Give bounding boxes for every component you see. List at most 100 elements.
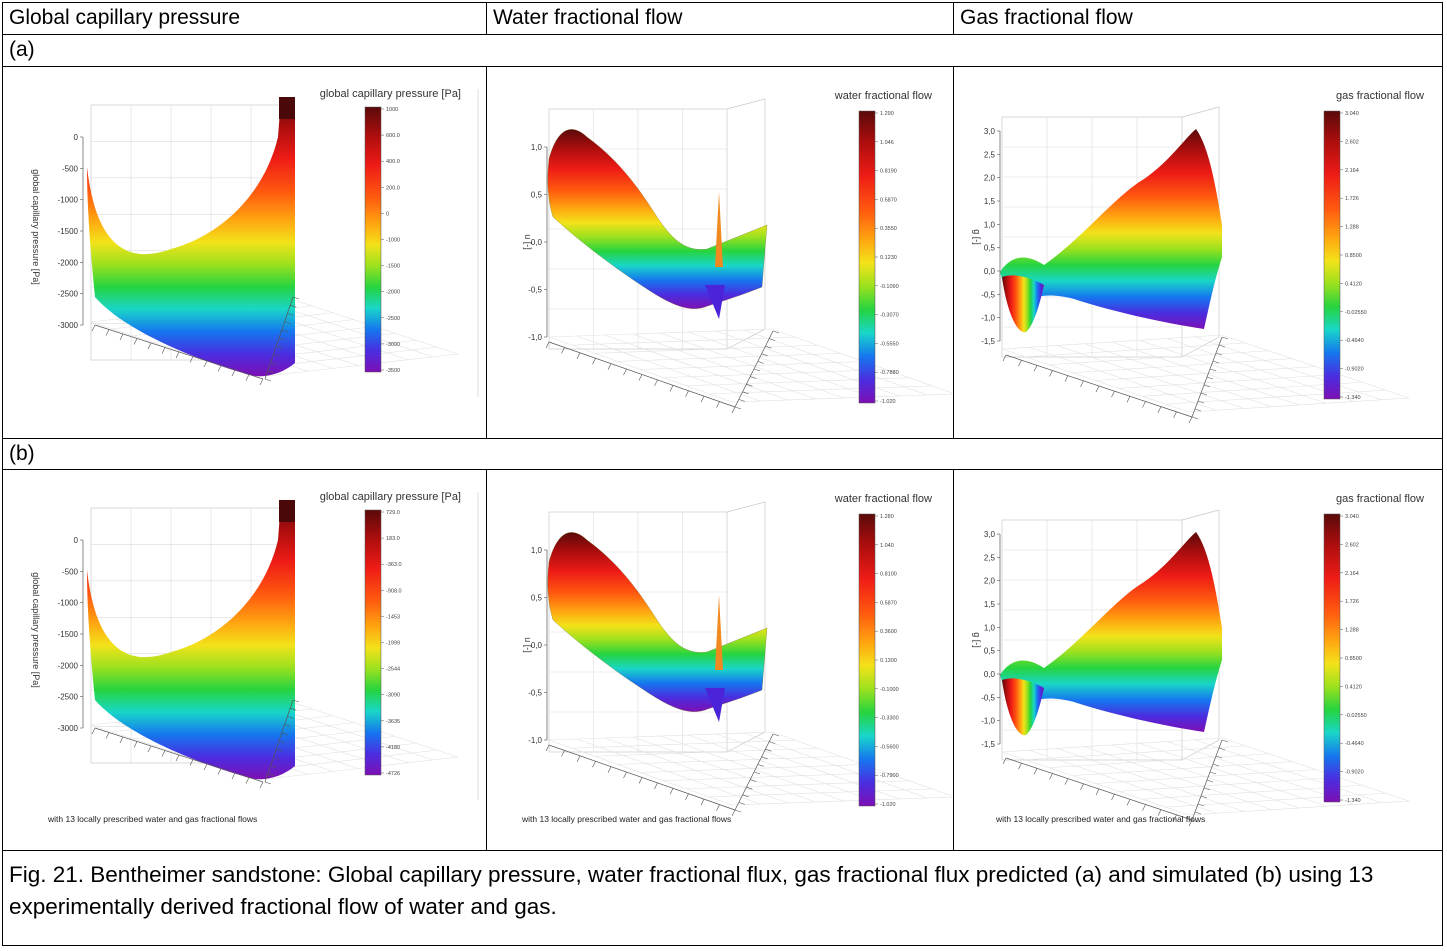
floor-axis-tick: [217, 364, 222, 372]
floor-axis-tick: [1111, 390, 1115, 397]
floor-axis-tick: [147, 342, 152, 349]
colorbar-tick-label: 0.1230: [880, 255, 897, 261]
floor-axis-tick: [765, 345, 772, 349]
colorbar-tick-label: -4180: [386, 745, 400, 751]
floor-axis-tick: [1212, 764, 1220, 767]
surface-dip: [1002, 275, 1044, 332]
floor-axis-tick: [734, 406, 742, 409]
y-tick-label: 3,0: [984, 530, 996, 539]
floor-axis-tick: [278, 337, 286, 340]
capillary-surface: [87, 96, 295, 376]
floor-axis-tick: [161, 750, 166, 758]
floor-axis-tick: [761, 756, 768, 760]
floor-grid-line: [663, 368, 887, 378]
y-tick-label: 0,0: [984, 670, 996, 679]
floor-axis-tick: [769, 337, 776, 341]
floor-axis-tick: [281, 732, 288, 736]
floor-axis-tick: [746, 787, 753, 790]
floor-axis-tick: [1203, 384, 1211, 387]
floor-axis-tick: [1200, 796, 1208, 799]
floor-axis-tick: [761, 353, 768, 356]
floor-grid-line: [660, 332, 844, 398]
floor-axis-tick: [175, 755, 180, 762]
floor-axis-tick: [217, 768, 222, 776]
floor-axis-tick: [1221, 740, 1229, 743]
floor-axis-tick: [1206, 376, 1214, 379]
floor-grid-line: [686, 377, 910, 386]
floor-axis-tick: [1215, 756, 1223, 759]
floor-axis-tick: [757, 360, 764, 364]
floor-axis-tick: [1188, 820, 1193, 827]
y-tick-label: 0,0: [531, 238, 543, 247]
floor-axis-tick: [545, 341, 550, 348]
floor-axis-tick: [1126, 799, 1131, 806]
y-tick-label: -2500: [58, 693, 79, 702]
colorbar-tick-label: -0.5550: [880, 341, 899, 347]
plot-title: water fractional flow: [834, 90, 932, 102]
colorbar-tick-label: 1.040: [880, 543, 894, 549]
floor-grid-line: [1118, 373, 1339, 389]
floor-axis-tick: [623, 368, 627, 375]
floor-axis-tick: [561, 346, 565, 354]
plot-note: with 13 locally prescribed water and gas…: [521, 814, 731, 824]
floor-axis-tick: [1218, 748, 1226, 751]
floor-axis-tick: [203, 360, 208, 367]
floor-grid-line: [1188, 801, 1410, 816]
floor-grid-line: [1118, 777, 1339, 793]
z-axis-title: global capillary pressure [Pa]: [31, 169, 41, 285]
floor-axis-tick: [1197, 804, 1205, 807]
floor-axis-tick: [654, 783, 658, 790]
floor-axis-tick: [638, 777, 643, 785]
y-tick-label: -2500: [58, 289, 79, 298]
colorbar-tick-label: -1999: [386, 641, 400, 647]
floor-axis-tick: [245, 777, 250, 785]
colorbar-tick-label: -1.020: [880, 802, 896, 808]
y-tick-label: 1,0: [531, 546, 543, 555]
colorbar: [364, 510, 382, 776]
floor-grid-line: [731, 393, 952, 402]
floor-axis-tick: [273, 757, 280, 761]
plot-title: water fractional flow: [834, 493, 932, 505]
surface-plateau: [279, 500, 295, 523]
figure-caption: Fig. 21. Bentheimer sandstone: Global ca…: [2, 850, 1443, 946]
y-tick-label: -3000: [58, 321, 79, 330]
y-tick-label: 1,0: [531, 143, 543, 152]
colorbar-tick-label: -0.9020: [1345, 770, 1364, 776]
y-tick-label: 2,5: [984, 554, 996, 563]
floor-grid-line: [1221, 738, 1410, 802]
y-tick-label: 0,5: [984, 647, 996, 656]
colorbar-tick-label: 0.3550: [880, 226, 897, 232]
floor-axis-tick: [91, 728, 96, 735]
colorbar-tick-label: -0.7900: [880, 774, 899, 780]
floor-axis-tick: [287, 312, 294, 316]
colorbar-tick-label: 400.0: [386, 159, 400, 165]
floor-axis-tick: [545, 745, 550, 752]
floor-grid-line: [688, 735, 872, 801]
plot-note: with 13 locally prescribed water and gas…: [995, 814, 1205, 824]
y-tick-label: 0: [74, 536, 79, 545]
colorbar-tick-label: -0.5600: [880, 745, 899, 751]
floor-axis-tick: [685, 390, 689, 397]
floor-axis-tick: [1080, 380, 1084, 387]
floor-grid-line: [1111, 745, 1300, 809]
floor-axis-tick: [700, 799, 705, 806]
floor-axis-tick: [284, 724, 291, 728]
floor-axis-tick: [750, 375, 757, 379]
floor-grid-line: [744, 329, 928, 395]
capillary-surface: [87, 500, 295, 780]
floor-axis-tick: [273, 353, 280, 357]
surface-spike-up: [715, 191, 723, 267]
floor-axis-tick: [769, 741, 776, 745]
plot-a-capillary: 0 -500 -1000 -1500 -2000 -2500 -3000 global cap…: [2, 65, 487, 440]
colorbar-tick-label: 183.0: [386, 537, 400, 543]
floor-axis-tick: [292, 700, 300, 703]
colorbar: [858, 110, 876, 403]
floor-grid-line: [1194, 739, 1382, 804]
floor-axis-tick: [576, 352, 581, 359]
colorbar-tick-label: 0.8500: [1345, 253, 1362, 259]
y-tick-label: 2,0: [984, 173, 996, 182]
floor-axis-tick: [1191, 416, 1199, 419]
colorbar-tick-label: -1500: [386, 263, 400, 269]
y-tick-label: -1500: [58, 227, 79, 236]
